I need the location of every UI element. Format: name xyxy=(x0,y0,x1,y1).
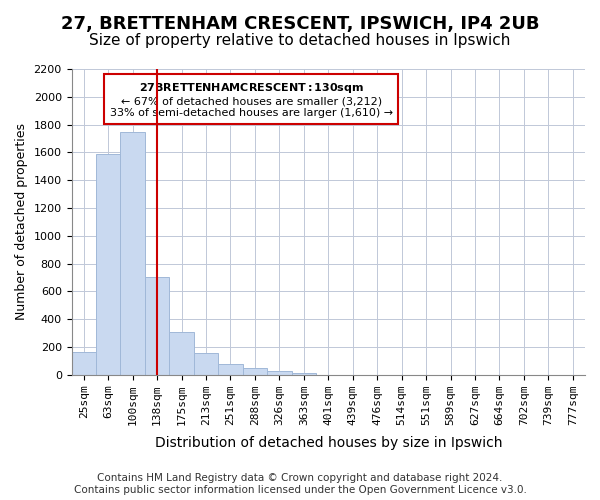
Bar xyxy=(292,372,316,374)
Bar xyxy=(242,368,267,374)
Bar xyxy=(121,132,145,374)
Text: 27, BRETTENHAM CRESCENT, IPSWICH, IP4 2UB: 27, BRETTENHAM CRESCENT, IPSWICH, IP4 2U… xyxy=(61,15,539,33)
Bar xyxy=(71,352,96,374)
Bar xyxy=(218,364,242,374)
Y-axis label: Number of detached properties: Number of detached properties xyxy=(15,124,28,320)
X-axis label: Distribution of detached houses by size in Ipswich: Distribution of detached houses by size … xyxy=(155,436,502,450)
Text: Contains HM Land Registry data © Crown copyright and database right 2024.
Contai: Contains HM Land Registry data © Crown c… xyxy=(74,474,526,495)
Bar xyxy=(169,332,194,374)
Text: $\bf{27 BRETTENHAM CRESCENT: 130sqm}$
← 67% of detached houses are smaller (3,21: $\bf{27 BRETTENHAM CRESCENT: 130sqm}$ ← … xyxy=(110,81,393,118)
Bar xyxy=(267,371,292,374)
Text: Size of property relative to detached houses in Ipswich: Size of property relative to detached ho… xyxy=(89,32,511,48)
Bar xyxy=(145,278,169,374)
Bar xyxy=(194,353,218,374)
Bar xyxy=(96,154,121,374)
